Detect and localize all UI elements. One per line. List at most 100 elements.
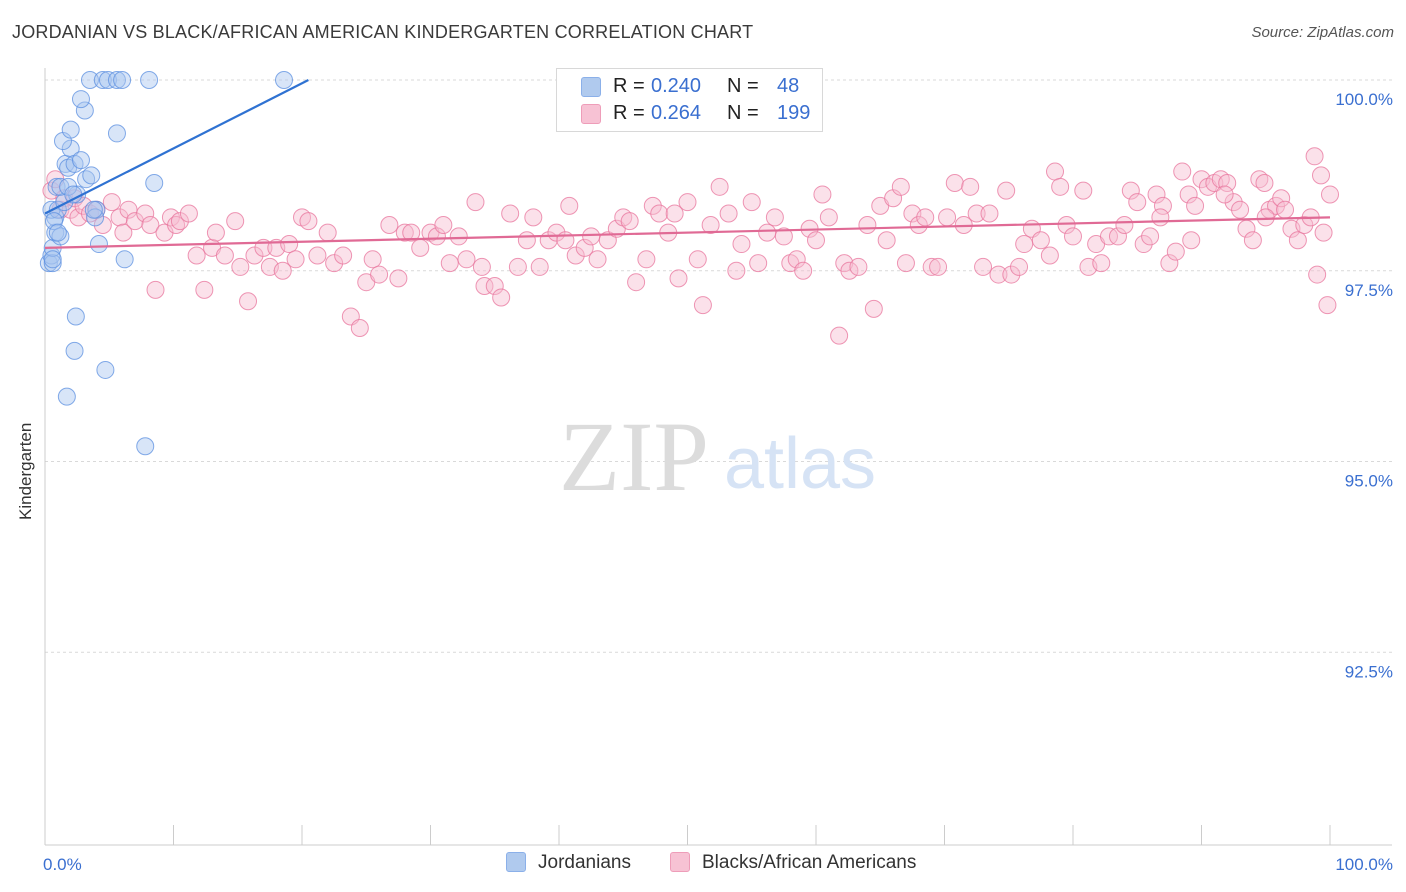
black-african-american-point [916, 208, 935, 227]
black-african-american-point [102, 193, 121, 212]
legend-n-label: N = [727, 102, 759, 124]
black-african-american-point [813, 185, 832, 204]
jordanian-point [275, 71, 294, 89]
black-african-american-point [179, 204, 198, 223]
black-african-american-point [719, 204, 738, 223]
black-african-american-point [643, 196, 662, 215]
black-african-american-point [475, 277, 494, 296]
x-tick-label: 0.0% [43, 855, 82, 874]
black-african-american-point [765, 208, 784, 227]
black-african-american-point [1218, 174, 1237, 193]
black-african-american-point [758, 223, 777, 242]
black-african-american-point [1057, 215, 1076, 234]
series-label-jordanians: Jordanians [538, 852, 631, 873]
black-african-american-point [938, 208, 957, 227]
black-african-american-point [1134, 235, 1153, 254]
jordanian-point [145, 174, 164, 193]
black-african-american-point [891, 177, 910, 196]
black-african-american-point [226, 212, 245, 231]
black-african-american-point [1151, 208, 1170, 227]
series-swatch-black-african-americans [670, 852, 690, 872]
black-african-american-point [411, 238, 430, 257]
jordanian-point [115, 250, 134, 269]
black-african-american-point [334, 246, 353, 265]
jordanian-point [44, 212, 63, 231]
black-african-american-point [1231, 200, 1250, 219]
series-label-black-african-americans: Blacks/African Americans [702, 852, 917, 873]
black-african-american-point [1160, 254, 1179, 273]
black-african-american-point [1215, 185, 1234, 204]
black-african-american-point [858, 215, 877, 234]
jordanian-point [71, 90, 90, 109]
black-african-american-point [575, 238, 594, 257]
black-african-american-point [1318, 296, 1337, 315]
black-african-american-point [146, 280, 165, 299]
black-african-american-point [457, 250, 476, 269]
black-african-american-point [434, 215, 453, 234]
jordanian-point [136, 437, 155, 456]
black-african-american-point [466, 193, 485, 212]
black-african-american-point [1121, 181, 1140, 200]
black-african-american-point [206, 223, 225, 242]
black-african-american-point [1295, 215, 1314, 234]
black-african-american-point [492, 288, 511, 307]
x-tick-label: 100.0% [1335, 855, 1393, 874]
watermark: ZIP atlas [559, 401, 876, 512]
black-african-american-point [119, 200, 138, 219]
jordanian-point [43, 254, 62, 273]
black-african-american-point [1051, 177, 1070, 196]
black-african-american-point [967, 204, 986, 223]
black-african-american-point [665, 204, 684, 223]
legend-swatch-jordanians [581, 77, 601, 97]
black-african-american-point [1321, 185, 1339, 204]
axes [44, 68, 1392, 846]
black-african-american-point [1255, 174, 1274, 193]
black-african-american-point [774, 227, 793, 246]
y-tick-label: 97.5% [1345, 281, 1393, 300]
black-african-american-point [582, 227, 601, 246]
black-african-american-point [627, 273, 646, 292]
black-african-american-point [1064, 227, 1082, 246]
y-tick-label: 95.0% [1345, 472, 1393, 491]
black-african-american-point [517, 231, 536, 250]
black-african-american-point [239, 292, 258, 311]
black-african-american-point [830, 326, 849, 345]
black-african-american-point [787, 250, 806, 269]
black-african-american-point [325, 254, 344, 273]
black-african-american-point [501, 204, 520, 223]
jordanian-point [140, 71, 159, 89]
black-african-american-point [273, 261, 292, 280]
black-african-american-point [1074, 181, 1093, 200]
black-african-american-point [1182, 231, 1201, 250]
chart-title: JORDANIAN VS BLACK/AFRICAN AMERICAN KIND… [12, 22, 754, 42]
trend-line-jordanians [44, 79, 309, 215]
trend-line-black-african-americans [44, 216, 1331, 249]
black-african-american-point [974, 257, 993, 276]
legend-r-label: R = [613, 75, 645, 97]
black-african-american-point [1108, 227, 1127, 246]
black-african-american-point [402, 223, 421, 242]
black-african-american-point [1010, 257, 1029, 276]
series-swatch-jordanians [506, 852, 526, 872]
black-african-american-point [299, 212, 318, 231]
black-african-american-point [669, 269, 688, 288]
black-african-american-point [701, 215, 720, 234]
black-african-american-point [170, 212, 189, 231]
black-african-american-point [280, 235, 299, 254]
black-african-american-point [909, 215, 928, 234]
black-african-american-point [864, 299, 883, 318]
black-african-american-point [1128, 193, 1147, 212]
black-african-american-point [195, 280, 214, 299]
y-axis-label: Kindergarten [16, 422, 35, 520]
black-african-american-point [485, 277, 504, 296]
black-african-american-point [566, 246, 585, 265]
black-african-american-point [427, 227, 446, 246]
y-tick-label: 100.0% [1335, 90, 1393, 109]
black-african-american-point [1224, 193, 1243, 212]
correlation-legend: R = 0.240 N = 48 R = 0.264 N = 199 [556, 68, 823, 132]
black-african-american-point [980, 204, 999, 223]
black-african-american-point [1173, 162, 1192, 181]
jordanian-point [66, 307, 85, 326]
jordanian-point [57, 387, 76, 406]
